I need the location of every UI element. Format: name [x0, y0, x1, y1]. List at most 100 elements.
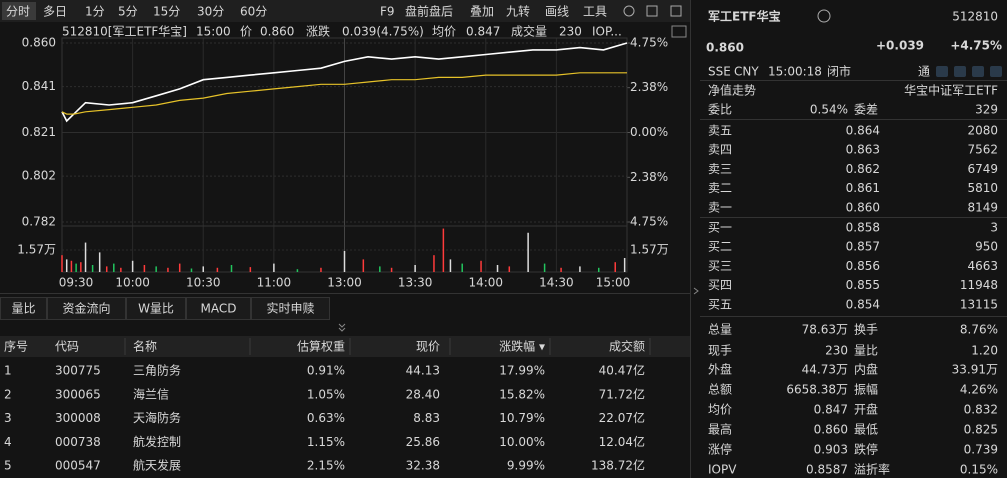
badge-icon[interactable]	[990, 66, 1002, 77]
period-tab[interactable]: 多日	[43, 5, 67, 19]
volume-bar	[442, 228, 445, 272]
badge-icon[interactable]	[936, 66, 948, 77]
y2-tick-label: 4.75%	[630, 36, 668, 50]
field-label: 委比	[708, 103, 732, 117]
wp-icon[interactable]	[671, 25, 687, 38]
volume-bar	[362, 259, 365, 272]
period-tab[interactable]: 15分	[153, 5, 180, 19]
stat-label: 最低	[854, 423, 878, 437]
stat-label: 振幅	[854, 382, 878, 397]
table-cell: 300775	[55, 364, 101, 378]
table-cell: 天海防务	[133, 410, 181, 425]
volume-bar	[202, 266, 204, 272]
panel-tab[interactable]: MACD	[201, 302, 237, 316]
column-header[interactable]: 估算权重	[297, 339, 345, 354]
volume-bar	[598, 267, 600, 272]
volume-bar	[461, 263, 463, 272]
period-tab[interactable]: 30分	[197, 5, 224, 19]
panel-tab-bg[interactable]	[126, 297, 186, 320]
level-label: 卖二	[708, 181, 732, 195]
panel-tab-bg[interactable]	[47, 297, 126, 320]
panel-tab[interactable]: 实时申赎	[266, 301, 314, 316]
volume-bar	[131, 260, 134, 272]
column-header[interactable]: 现价	[416, 340, 440, 354]
table-cell: 海兰信	[133, 386, 169, 401]
volume-bar	[61, 255, 63, 272]
stat-value: 0.825	[964, 423, 998, 437]
table-cell: 22.07亿	[599, 410, 645, 425]
volume-bar	[614, 262, 616, 272]
volume-bar	[623, 257, 626, 272]
level-volume: 2080	[967, 124, 998, 138]
stat-value: 78.63万	[802, 323, 848, 337]
panel-tab-bg[interactable]	[186, 297, 251, 320]
collapse-arrow[interactable]	[693, 287, 699, 295]
volume-bar	[230, 264, 233, 272]
volume-bar	[98, 252, 101, 272]
panel-tab-bg[interactable]	[251, 297, 330, 320]
column-header[interactable]: 序号	[4, 339, 28, 354]
stat-value: 0.15%	[960, 463, 998, 477]
level-label: 卖三	[708, 162, 732, 176]
level-volume: 7562	[967, 143, 998, 157]
period-tab[interactable]: 60分	[240, 5, 267, 19]
toolbar-bg	[0, 0, 690, 22]
volume-bar	[91, 264, 94, 272]
period-tab[interactable]: 分时	[6, 5, 30, 19]
expand-arrow[interactable]	[338, 323, 346, 332]
column-header[interactable]: 名称	[133, 339, 157, 354]
tool-icons[interactable]	[623, 5, 682, 17]
tool-button[interactable]: 盘前盘后	[405, 4, 453, 19]
panel-tab[interactable]: 资金流向	[62, 301, 110, 316]
level-label: 卖四	[708, 143, 732, 157]
table-cell: 1.05%	[307, 387, 345, 401]
volume-bar	[433, 255, 435, 272]
level-price: 0.863	[846, 143, 880, 157]
table-cell: 航发控制	[133, 434, 181, 449]
volume-bar	[543, 263, 546, 272]
field-label: 委差	[854, 103, 878, 117]
badge-icon[interactable]	[954, 66, 966, 77]
stat-label: 溢折率	[854, 462, 890, 477]
tool-button[interactable]: 叠加	[470, 5, 494, 19]
volume-bar	[190, 268, 193, 272]
volume-bar	[273, 263, 275, 272]
tool-button[interactable]: 画线	[545, 5, 569, 19]
tool-button[interactable]: F9	[380, 5, 395, 19]
badge-icon[interactable]	[972, 66, 984, 77]
panel-tab-bg[interactable]	[0, 297, 47, 320]
column-header[interactable]: 成交额	[609, 339, 645, 354]
column-header[interactable]: 代码	[55, 340, 79, 354]
info-iopv: IOP...	[592, 25, 622, 39]
info-vol: 230	[559, 25, 582, 39]
stat-value: 44.73万	[802, 363, 848, 377]
info-change: 0.039(4.75%)	[342, 25, 424, 39]
average-line	[61, 72, 627, 115]
nav-label[interactable]: 净值走势	[708, 83, 756, 98]
quote-time: 15:00:18	[768, 65, 822, 79]
stat-value: 0.8587	[806, 463, 848, 477]
active-tab-bg	[2, 2, 36, 20]
column-header[interactable]: 涨跌幅 ▾	[499, 339, 545, 354]
period-tab[interactable]: 5分	[118, 5, 138, 19]
x-tick-label: 15:00	[596, 276, 631, 290]
volume-bar	[75, 263, 77, 272]
volume-tick-label: 1.57万	[630, 243, 669, 257]
volume-bar	[120, 267, 122, 272]
stat-label: 涨停	[708, 442, 732, 457]
x-tick-label: 14:00	[468, 276, 503, 290]
period-tab[interactable]: 1分	[85, 5, 105, 19]
x-tick-label: 14:30	[539, 276, 574, 290]
security-name: 军工ETF华宝	[708, 9, 781, 24]
level-price: 0.861	[846, 181, 880, 195]
panel-tab[interactable]: 量比	[11, 302, 35, 316]
table-cell: 2	[4, 387, 12, 401]
x-tick-label: 10:00	[115, 276, 150, 290]
panel-tab[interactable]: W量比	[138, 302, 174, 316]
tool-button[interactable]: 工具	[583, 5, 607, 19]
info-icon[interactable]	[817, 9, 831, 23]
level-price: 0.858	[846, 221, 880, 235]
tool-button[interactable]: 九转	[506, 4, 530, 19]
y2-tick-label: 2.38%	[630, 170, 668, 184]
table-cell: 000738	[55, 435, 101, 449]
